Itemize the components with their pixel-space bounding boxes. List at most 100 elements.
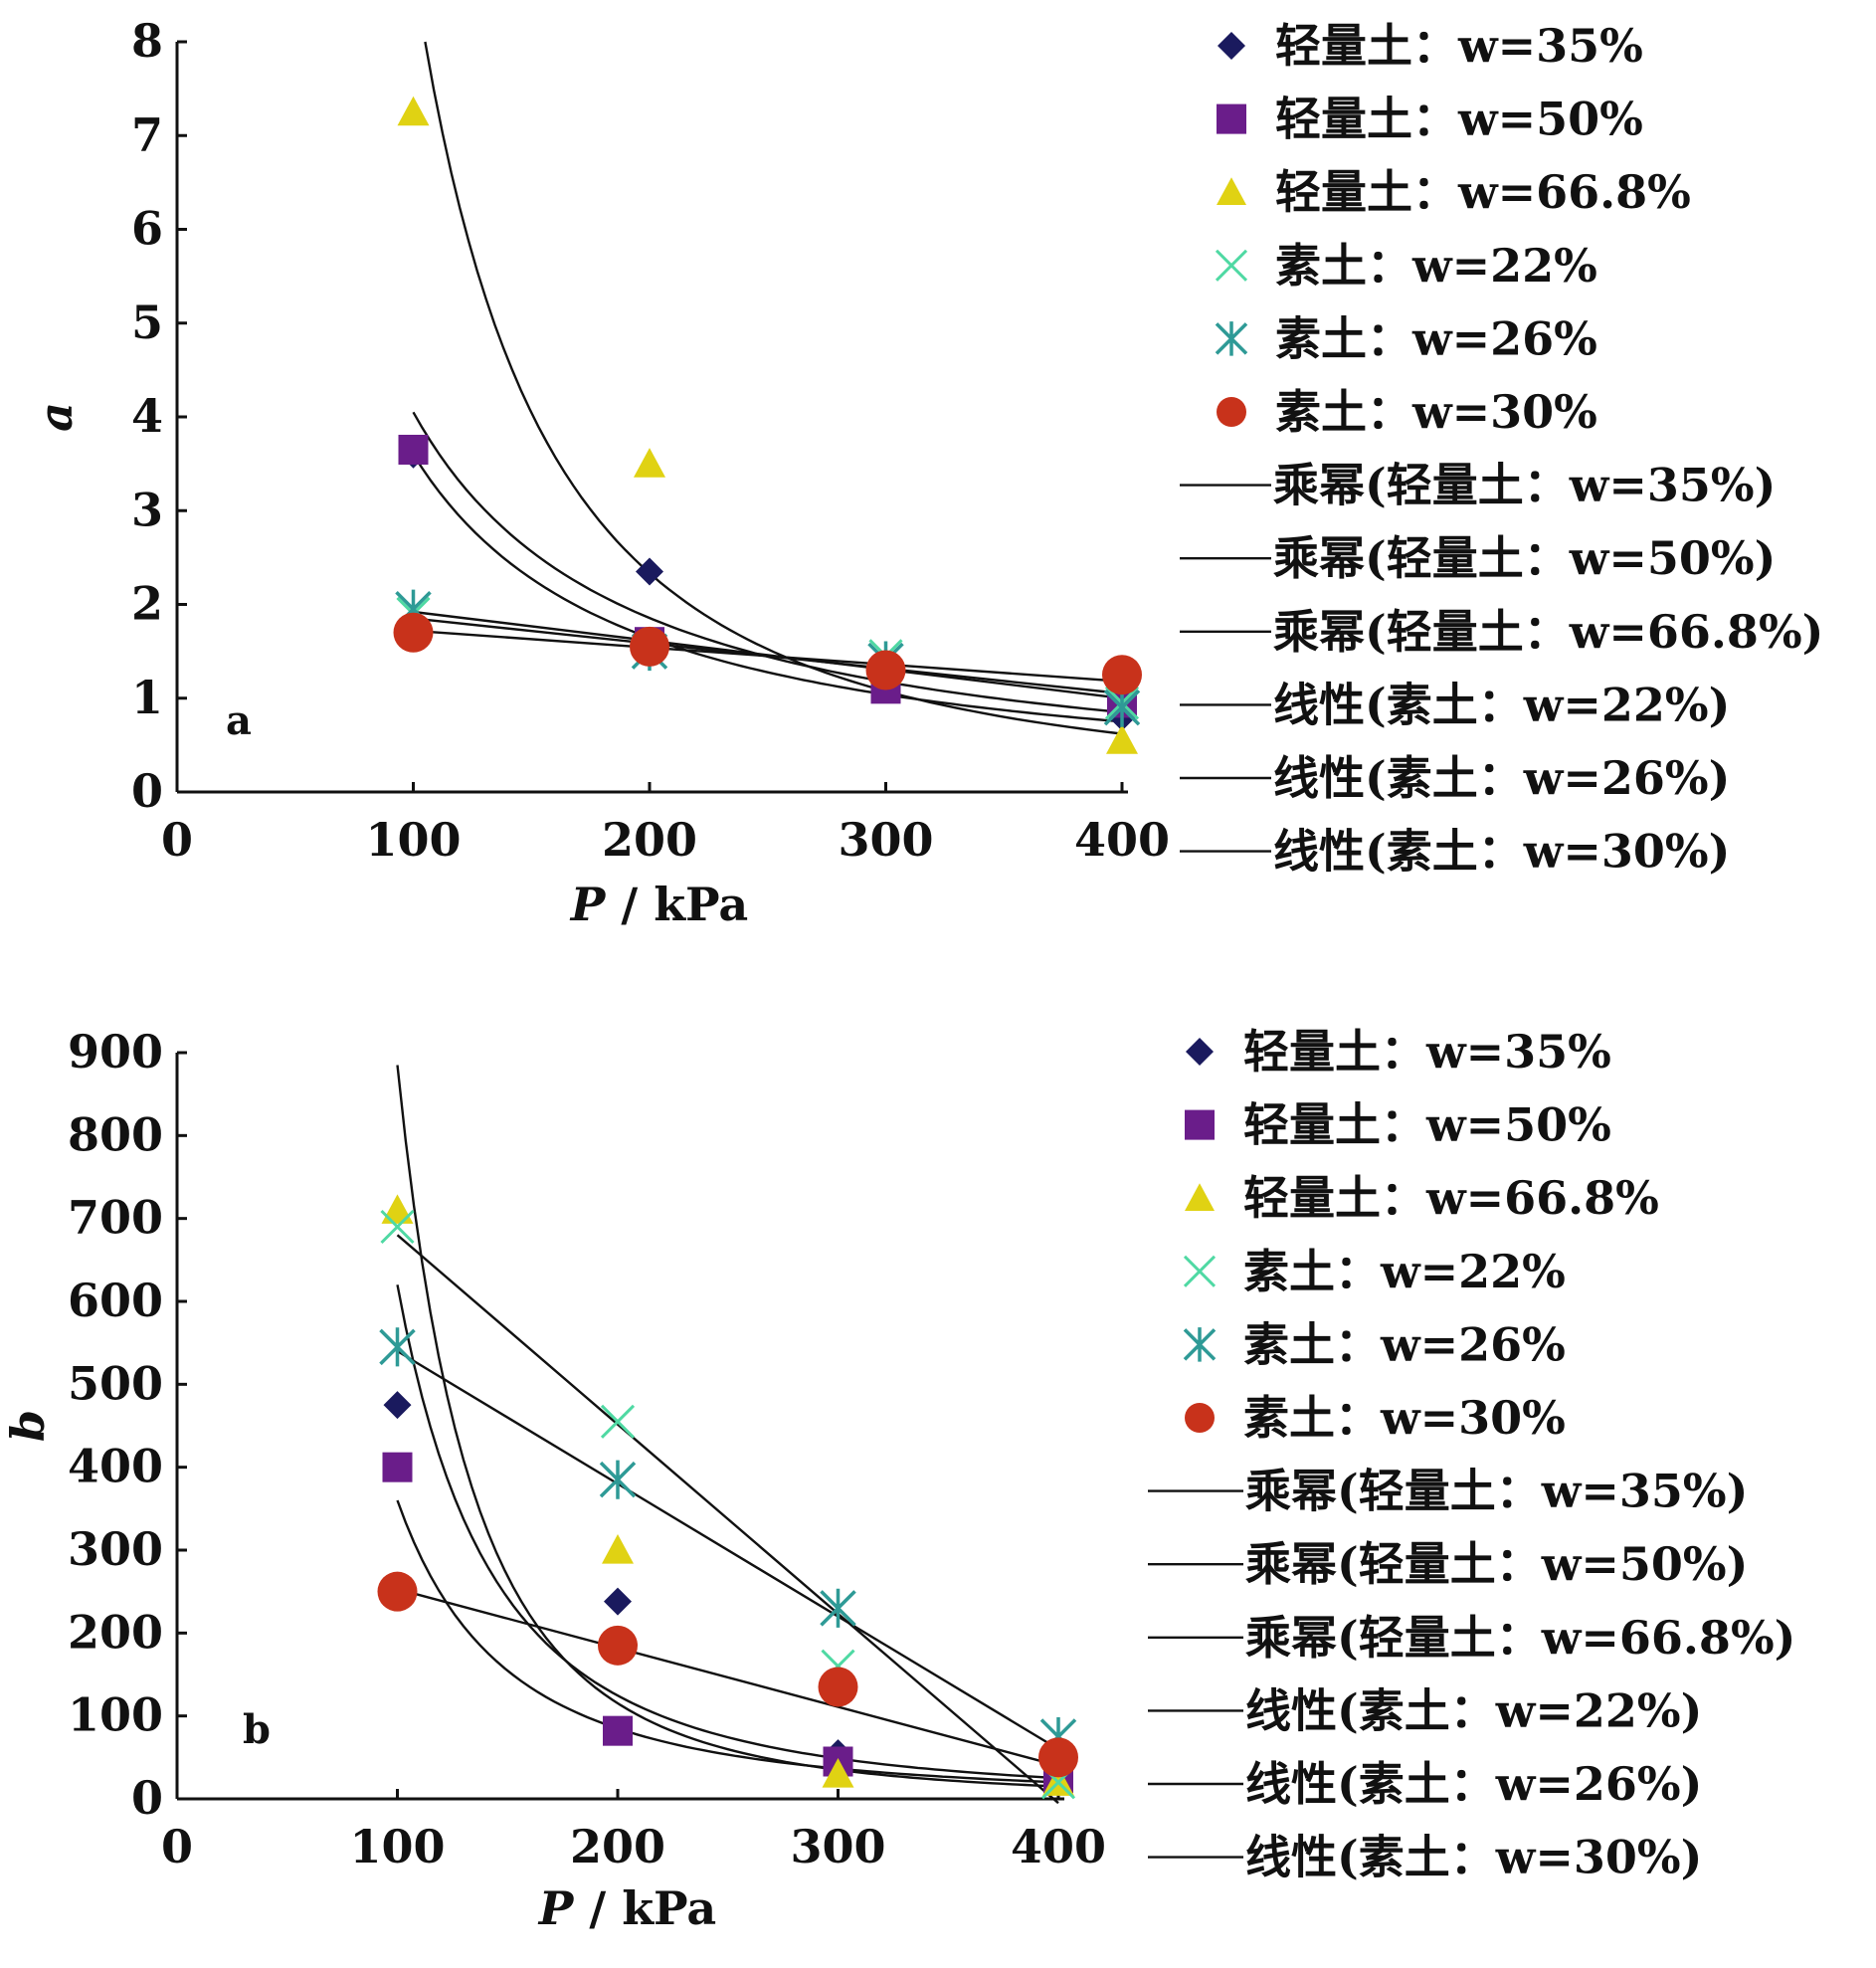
x-axis-title-var: P [569, 878, 607, 931]
data-point-series-5 [820, 1588, 856, 1628]
legend-marker-1 [1186, 1038, 1214, 1066]
legend-label: 轻量土：w=50% [1275, 93, 1643, 146]
data-point-series-2 [382, 1452, 413, 1482]
data-point-series-6 [598, 1625, 638, 1666]
y-tick-label: 200 [68, 1605, 163, 1659]
legend-marker-3 [1217, 177, 1246, 205]
chart-panel-a: 0 1 2 3 4 5 6 7 8 0 100 200 300 400 a P / kPa a 轻量土：w=35%… [29, 14, 1823, 931]
x-tick-label: 0 [161, 813, 193, 867]
panel-label: a [226, 697, 252, 744]
y-tick-label: 2 [131, 577, 163, 631]
y-axis-title: b [1, 1410, 55, 1442]
legend-label: 线性(素土：w=22%) [1273, 678, 1730, 731]
y-tick-label: 0 [131, 1771, 163, 1825]
y-tick-label: 600 [68, 1274, 163, 1327]
x-tick-label: 100 [349, 1820, 445, 1873]
legend-label: 素土：w=22% [1243, 1245, 1566, 1298]
data-point-series-3 [602, 1534, 634, 1564]
legend-marker-4 [1215, 249, 1248, 282]
x-axis-title-unit: / kPa [573, 1881, 716, 1935]
legend-label: 轻量土：w=35% [1243, 1025, 1611, 1079]
data-point-series-6 [377, 1571, 418, 1612]
y-tick-label: 400 [68, 1440, 163, 1493]
legend: 轻量土：w=35% 轻量土：w=50% 轻量土：w=66.8% 素土：w=22% 素土：… [1180, 19, 1823, 879]
y-tick-label: 0 [131, 764, 163, 818]
y-tick-label: 5 [131, 295, 163, 349]
fit-line-3 [396, 1065, 1059, 1788]
legend-label: 素土：w=26% [1243, 1317, 1566, 1371]
data-point-series-6 [865, 650, 906, 690]
legend-label: 乘幂(轻量土：w=66.8%) [1245, 1611, 1795, 1665]
x-tick-label: 400 [1011, 1820, 1106, 1873]
legend-marker-6 [1217, 397, 1246, 427]
chart-panel-b: 0 100 200 300 400 500 600 700 800 900 0 100 200 300 40… [1, 1025, 1795, 1935]
y-tick-label: 300 [68, 1522, 163, 1576]
x-tick-label: 300 [838, 813, 933, 867]
y-tick-label: 4 [131, 389, 163, 443]
data-point-series-5 [379, 1327, 416, 1367]
data-point-series-6 [818, 1667, 858, 1707]
legend-marker-4 [1183, 1255, 1217, 1287]
data-point-series-6 [1102, 655, 1142, 695]
fit-line-6 [397, 1588, 1059, 1767]
legend-label: 乘幂(轻量土：w=50%) [1273, 531, 1776, 585]
y-axis-title: a [29, 402, 83, 432]
legend-label: 素土：w=30% [1243, 1391, 1566, 1445]
x-tick-label: 200 [602, 813, 697, 867]
fit-line-2 [412, 411, 1123, 714]
data-point-series-2 [603, 1715, 633, 1746]
fit-line-3 [424, 41, 1123, 735]
y-tick-label: 1 [131, 671, 163, 724]
fit-line-1 [396, 1284, 1059, 1780]
data-point-series-4 [600, 1404, 636, 1439]
fit-line-1 [412, 454, 1123, 723]
y-tick-label: 500 [68, 1356, 163, 1410]
legend-marker-5 [1215, 321, 1248, 356]
legend-label: 线性(素土：w=26%) [1245, 1757, 1702, 1811]
data-point-series-3 [397, 96, 430, 126]
legend-marker-6 [1185, 1403, 1215, 1433]
y-tick-label: 100 [68, 1688, 163, 1742]
legend-label: 轻量土：w=66.8% [1243, 1171, 1659, 1225]
y-tick-label: 700 [68, 1191, 163, 1245]
x-axis-title: P / kPa [569, 878, 748, 931]
data-point-series-6 [1038, 1737, 1078, 1778]
y-tick-label: 900 [68, 1025, 163, 1079]
data-point-series-3 [634, 448, 665, 478]
data-point-series-1 [604, 1587, 632, 1616]
legend-label: 素土：w=30% [1275, 385, 1597, 439]
legend-label: 素土：w=26% [1275, 311, 1597, 365]
y-tick-label: 8 [131, 14, 163, 68]
data-point-series-2 [398, 434, 429, 465]
legend-label: 乘幂(轻量土：w=66.8%) [1273, 605, 1823, 659]
data-point-series-5 [599, 1460, 637, 1499]
legend-label: 素土：w=22% [1275, 239, 1597, 293]
legend-label: 轻量土：w=66.8% [1275, 165, 1691, 219]
x-tick-label: 300 [790, 1820, 885, 1873]
legend-label: 乘幂(轻量土：w=35%) [1273, 459, 1776, 512]
data-point-series-1 [636, 557, 663, 586]
y-tick-label: 800 [68, 1107, 163, 1161]
legend-label: 乘幂(轻量土：w=50%) [1245, 1537, 1748, 1591]
x-tick-label: 200 [570, 1820, 665, 1873]
legend-label: 线性(素土：w=30%) [1245, 1831, 1702, 1884]
x-tick-label: 0 [161, 1820, 193, 1873]
fit-line-5 [396, 1349, 1059, 1751]
legend-marker-2 [1185, 1109, 1215, 1140]
fit-line-2 [396, 1499, 1059, 1784]
data-point-series-4 [380, 1209, 415, 1245]
x-tick-label: 400 [1074, 813, 1170, 867]
data-point-series-3 [1106, 724, 1138, 754]
y-tick-label: 7 [131, 107, 163, 161]
x-axis-title: P / kPa [537, 1881, 716, 1935]
legend-label: 轻量土：w=35% [1275, 19, 1643, 73]
x-tick-label: 100 [365, 813, 461, 867]
legend: 轻量土：w=35% 轻量土：w=50% 轻量土：w=66.8% 素土：w=22% 素土：… [1148, 1025, 1795, 1884]
legend-label: 线性(素土：w=26%) [1273, 751, 1730, 805]
data-point-series-6 [630, 626, 669, 667]
legend-marker-2 [1217, 103, 1246, 134]
legend-marker-5 [1183, 1327, 1217, 1362]
legend-label: 乘幂(轻量土：w=35%) [1245, 1465, 1748, 1518]
data-point-series-3 [381, 1194, 414, 1224]
